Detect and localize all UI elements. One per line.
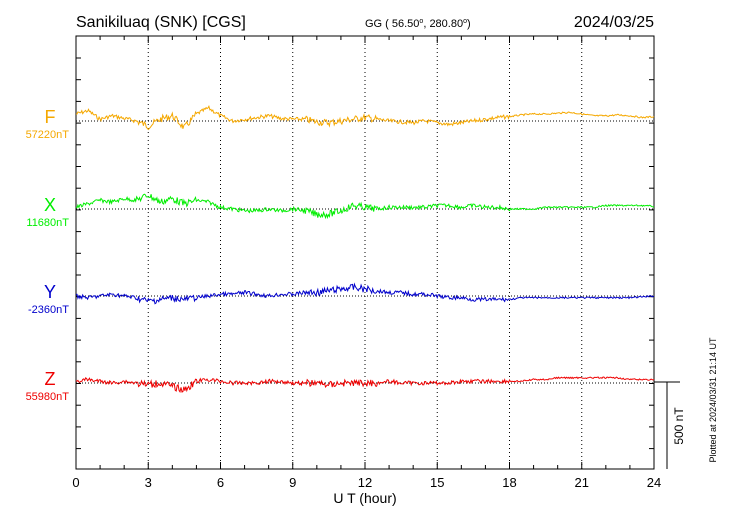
series-baseline-Z: 55980nT bbox=[26, 391, 70, 403]
x-tick-label: 3 bbox=[145, 475, 152, 490]
scale-bar-label: 500 nT bbox=[672, 407, 686, 445]
series-name-Z: Z bbox=[45, 369, 56, 389]
scale-bar: 500 nT bbox=[654, 381, 686, 469]
series-baseline-X: 11680nT bbox=[26, 217, 69, 229]
station-title: Sanikiluaq (SNK) [CGS] bbox=[76, 14, 246, 31]
coords-lat: GG ( 56.50 bbox=[365, 18, 419, 30]
coords-lon-degree-icon: o bbox=[463, 18, 467, 25]
series-name-F: F bbox=[45, 107, 56, 127]
coords-label: GG ( 56.50o, 280.80o) bbox=[365, 18, 471, 30]
x-tick-label: 9 bbox=[289, 475, 296, 490]
coords-lat-degree-icon: o bbox=[419, 18, 423, 25]
trace-F bbox=[76, 104, 655, 131]
series-name-X: X bbox=[44, 195, 56, 215]
series-labels: F 57220nT X 11680nT Y -2360nT Z 55980nT bbox=[26, 107, 70, 403]
traces bbox=[75, 104, 655, 394]
x-tick-label: 6 bbox=[217, 475, 224, 490]
date-label: 2024/03/25 bbox=[574, 14, 654, 31]
x-tick-label: 0 bbox=[72, 475, 79, 490]
trace-Y bbox=[75, 282, 655, 305]
x-tick-label: 12 bbox=[358, 475, 372, 490]
x-tick-labels: 0 3 6 9 12 15 18 21 24 bbox=[72, 475, 661, 490]
coords-lon: , 280.80 bbox=[423, 18, 463, 30]
trace-Z bbox=[75, 376, 655, 394]
tick-marks bbox=[75, 36, 655, 469]
x-tick-label: 24 bbox=[647, 475, 661, 490]
trace-X bbox=[75, 193, 654, 220]
series-baseline-F: 57220nT bbox=[26, 129, 70, 141]
x-tick-label: 21 bbox=[575, 475, 589, 490]
grid-lines bbox=[147, 36, 583, 469]
x-tick-label: 18 bbox=[502, 475, 516, 490]
series-baseline-Y: -2360nT bbox=[28, 304, 69, 316]
plotted-at-label: Plotted at 2024/03/31 21:14 UT bbox=[708, 337, 718, 463]
coords-end: ) bbox=[467, 18, 471, 30]
x-tick-label: 15 bbox=[430, 475, 444, 490]
x-axis-label: U T (hour) bbox=[333, 490, 396, 506]
series-name-Y: Y bbox=[44, 282, 56, 302]
